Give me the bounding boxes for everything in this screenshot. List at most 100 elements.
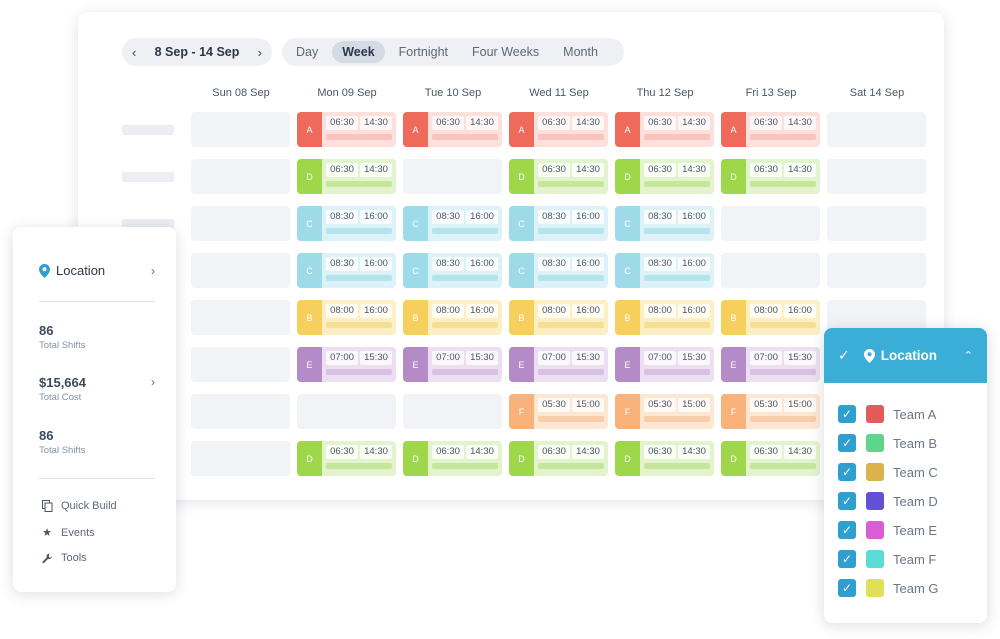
shift-block[interactable]: D 06:30 14:30: [721, 441, 820, 476]
shift-block[interactable]: E 07:00 15:30: [297, 347, 396, 382]
location-selector[interactable]: Location ›: [39, 263, 155, 278]
shift-block[interactable]: A 06:30 14:30: [509, 112, 608, 147]
menu-item-events[interactable]: ★ Events: [41, 526, 95, 540]
checkbox[interactable]: ✓: [838, 550, 856, 568]
shift-block[interactable]: E 07:00 15:30: [721, 347, 820, 382]
shift-block[interactable]: A 06:30 14:30: [721, 112, 820, 147]
shift-end-time: 16:00: [784, 304, 816, 318]
empty-cell[interactable]: [191, 159, 290, 194]
menu-item-tools[interactable]: Tools: [41, 552, 87, 564]
empty-cell[interactable]: [191, 253, 290, 288]
shift-block[interactable]: D 06:30 14:30: [615, 159, 714, 194]
shift-block[interactable]: D 06:30 14:30: [403, 441, 502, 476]
checkbox[interactable]: ✓: [838, 434, 856, 452]
team-filter-team-c[interactable]: ✓ Team C: [838, 463, 938, 481]
team-filter-team-e[interactable]: ✓ Team E: [838, 521, 937, 539]
team-filter-team-f[interactable]: ✓ Team F: [838, 550, 936, 568]
shift-block[interactable]: B 08:00 16:00: [721, 300, 820, 335]
shift-block[interactable]: F 05:30 15:00: [721, 394, 820, 429]
day-header: Thu 12 Sep: [636, 87, 694, 99]
shift-body: 06:30 14:30: [746, 112, 820, 147]
shift-team-tag: E: [721, 347, 746, 382]
shift-block[interactable]: B 08:00 16:00: [403, 300, 502, 335]
shift-block[interactable]: D 06:30 14:30: [615, 441, 714, 476]
shift-block[interactable]: F 05:30 15:00: [615, 394, 714, 429]
empty-cell[interactable]: [191, 206, 290, 241]
shift-detail-bar: [432, 369, 498, 375]
shift-block[interactable]: E 07:00 15:30: [509, 347, 608, 382]
empty-cell[interactable]: [191, 300, 290, 335]
tab-day[interactable]: Day: [296, 45, 319, 59]
empty-cell[interactable]: [403, 159, 502, 194]
checkbox[interactable]: ✓: [838, 463, 856, 481]
shift-block[interactable]: D 06:30 14:30: [297, 159, 396, 194]
empty-cell[interactable]: [827, 253, 926, 288]
tab-week[interactable]: Week: [332, 41, 385, 63]
shift-detail-bar: [644, 322, 710, 328]
team-filter-team-d[interactable]: ✓ Team D: [838, 492, 938, 510]
shift-detail-bar: [538, 181, 604, 187]
shift-block[interactable]: F 05:30 15:00: [509, 394, 608, 429]
shift-block[interactable]: C 08:30 16:00: [509, 206, 608, 241]
shift-block[interactable]: E 07:00 15:30: [403, 347, 502, 382]
empty-cell[interactable]: [721, 206, 820, 241]
shift-team-tag: B: [615, 300, 640, 335]
shift-end-time: 14:30: [572, 116, 604, 130]
shift-detail-bar: [538, 416, 604, 422]
shift-block[interactable]: C 08:30 16:00: [297, 206, 396, 241]
tab-month[interactable]: Month: [563, 45, 598, 59]
empty-cell[interactable]: [403, 394, 502, 429]
empty-cell[interactable]: [191, 347, 290, 382]
tab-fortnight[interactable]: Fortnight: [398, 45, 449, 59]
shift-block[interactable]: C 08:30 16:00: [297, 253, 396, 288]
shift-end-time: 15:30: [360, 351, 392, 365]
shift-body: 08:30 16:00: [534, 206, 608, 241]
shift-block[interactable]: E 07:00 15:30: [615, 347, 714, 382]
shift-detail-bar: [644, 228, 710, 234]
shift-block[interactable]: A 06:30 14:30: [615, 112, 714, 147]
shift-block[interactable]: C 08:30 16:00: [403, 206, 502, 241]
shift-body: 06:30 14:30: [746, 159, 820, 194]
shift-start-time: 07:00: [750, 351, 782, 365]
team-name: Team F: [893, 551, 937, 567]
chevron-right-icon[interactable]: ›: [257, 44, 262, 60]
shift-end-time: 14:30: [572, 163, 604, 177]
stat-value: 86: [39, 323, 54, 338]
shift-start-time: 08:00: [644, 304, 676, 318]
empty-cell[interactable]: [191, 394, 290, 429]
filter-header[interactable]: ✓ Location ⌃: [824, 328, 987, 383]
chevron-left-icon[interactable]: ‹: [132, 44, 137, 60]
shift-block[interactable]: C 08:30 16:00: [403, 253, 502, 288]
empty-cell[interactable]: [827, 112, 926, 147]
shift-block[interactable]: A 06:30 14:30: [403, 112, 502, 147]
shift-block[interactable]: B 08:00 16:00: [615, 300, 714, 335]
checkbox[interactable]: ✓: [838, 521, 856, 539]
empty-cell[interactable]: [297, 394, 396, 429]
team-filter-team-g[interactable]: ✓ Team G: [838, 579, 939, 597]
empty-cell[interactable]: [827, 206, 926, 241]
shift-block[interactable]: B 08:00 16:00: [509, 300, 608, 335]
shift-block[interactable]: D 06:30 14:30: [721, 159, 820, 194]
checkbox[interactable]: ✓: [838, 492, 856, 510]
checkbox[interactable]: ✓: [838, 579, 856, 597]
team-filter-team-b[interactable]: ✓ Team B: [838, 434, 937, 452]
shift-block[interactable]: D 06:30 14:30: [297, 441, 396, 476]
shift-block[interactable]: C 08:30 16:00: [509, 253, 608, 288]
empty-cell[interactable]: [191, 441, 290, 476]
stat-total-cost[interactable]: $15,664 Total Cost ›: [39, 375, 155, 403]
tab-four-weeks[interactable]: Four Weeks: [472, 45, 540, 59]
shift-block[interactable]: B 08:00 16:00: [297, 300, 396, 335]
menu-item-quick-build[interactable]: Quick Build: [41, 500, 117, 512]
shift-block[interactable]: C 08:30 16:00: [615, 253, 714, 288]
shift-end-time: 16:00: [466, 210, 498, 224]
shift-block[interactable]: A 06:30 14:30: [297, 112, 396, 147]
shift-block[interactable]: C 08:30 16:00: [615, 206, 714, 241]
shift-body: 05:30 15:00: [746, 394, 820, 429]
shift-block[interactable]: D 06:30 14:30: [509, 441, 608, 476]
empty-cell[interactable]: [191, 112, 290, 147]
empty-cell[interactable]: [827, 159, 926, 194]
team-filter-team-a[interactable]: ✓ Team A: [838, 405, 936, 423]
checkbox[interactable]: ✓: [838, 405, 856, 423]
empty-cell[interactable]: [721, 253, 820, 288]
shift-block[interactable]: D 06:30 14:30: [509, 159, 608, 194]
